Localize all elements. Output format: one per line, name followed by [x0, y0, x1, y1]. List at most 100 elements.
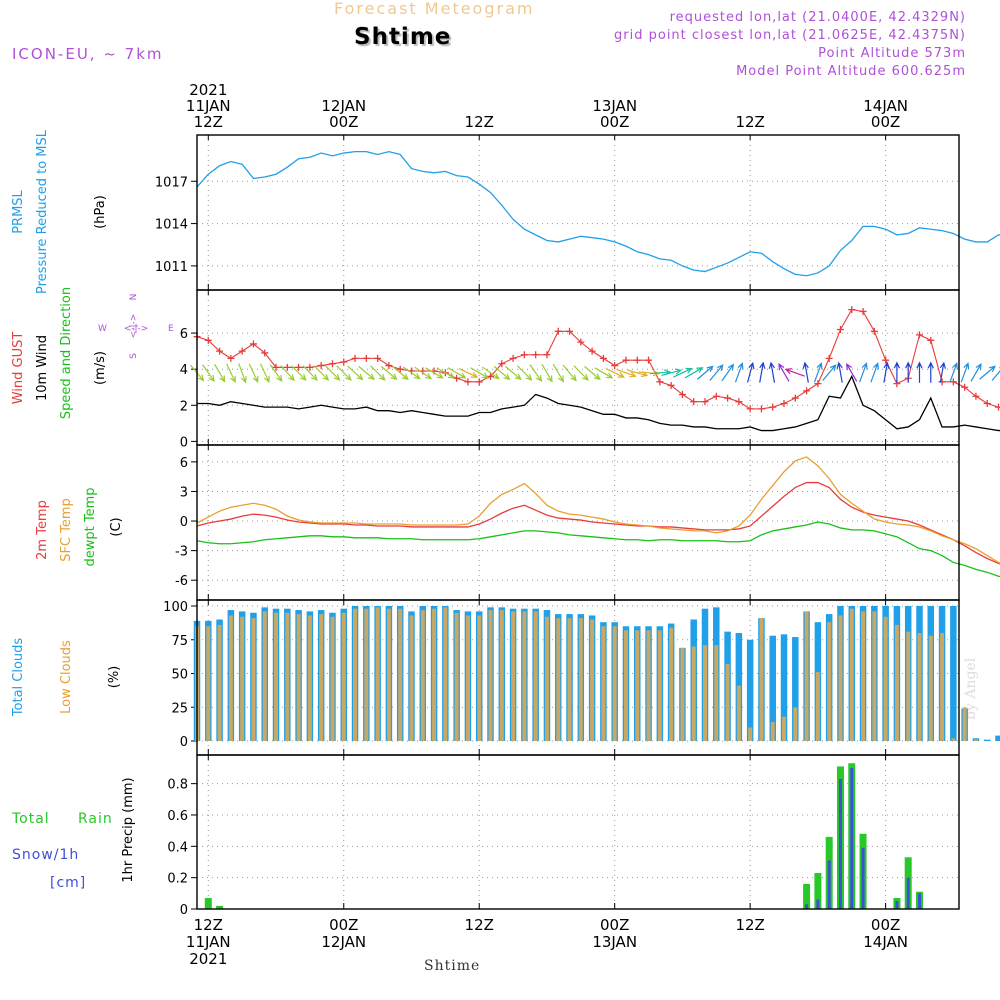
low-cloud-bar — [443, 607, 448, 741]
rain-bar — [216, 905, 224, 909]
low-cloud-bar — [432, 608, 437, 741]
gust-marker — [554, 327, 562, 335]
low-cloud-bar — [386, 608, 391, 741]
gust-marker — [283, 363, 291, 371]
series-line-sfc-temp — [196, 456, 1000, 564]
sfc-temp-label: SFC Temp — [59, 498, 74, 562]
y-tick-label: 25 — [171, 701, 188, 716]
y-tick-label: 0 — [180, 435, 188, 450]
wind-arrow — [960, 362, 970, 383]
temp-unit: (C) — [109, 517, 124, 536]
gust-marker — [848, 306, 856, 314]
low-cloud-bar — [725, 664, 730, 741]
rain-bar — [204, 898, 212, 909]
snow-bar — [906, 877, 910, 909]
wind-dir-label: Speed and Direction — [59, 287, 74, 419]
wind-arrow — [721, 363, 735, 382]
top-time-label: 00Z — [871, 113, 900, 131]
rain-bar — [814, 872, 822, 909]
low-cloud-bar — [601, 626, 606, 741]
wind-arrow — [447, 367, 467, 379]
wind-arrow — [552, 363, 564, 383]
wind-arrow — [979, 365, 996, 380]
wind-arrow — [259, 363, 270, 384]
gust-marker — [712, 392, 720, 400]
gust-marker — [611, 362, 619, 370]
wind-arrow — [673, 367, 693, 378]
gust-marker — [667, 381, 675, 389]
low-cloud-bar — [262, 611, 267, 741]
bottom-time-label: 12Z — [735, 916, 764, 934]
gust-marker — [803, 387, 811, 395]
low-cloud-bar — [319, 614, 324, 741]
wind-arrow — [939, 361, 947, 383]
snow-bar — [895, 901, 899, 909]
station-name: Shtime — [354, 24, 452, 50]
wind-arrow — [529, 364, 543, 383]
low-cloud-bar — [556, 618, 561, 741]
gust-marker — [238, 347, 246, 355]
panel-wind: 0 2 4 6 — [180, 289, 1000, 450]
gust-marker — [227, 354, 235, 362]
wind-arrow — [436, 367, 456, 379]
model-label: ICON-EU, ~ 7km — [12, 45, 164, 63]
gust-marker — [261, 349, 269, 357]
wind-arrow — [734, 362, 744, 383]
low-cloud-bar — [511, 611, 516, 741]
panel-precip: 0 0.2 0.4 0.6 0.8 — [167, 754, 960, 918]
low-cloud-bar — [917, 633, 922, 741]
wind-arrow — [916, 361, 923, 383]
wind-arrow — [836, 361, 843, 383]
low-cloud-bar — [578, 618, 583, 741]
gust-marker — [927, 336, 935, 344]
bottom-time-label: 00Z — [600, 916, 629, 934]
low-clouds-label: Low Clouds — [59, 640, 74, 714]
snow-bar — [861, 847, 865, 909]
gust-line — [196, 309, 1000, 410]
compass-n: N — [129, 294, 139, 301]
low-cloud-bar — [928, 635, 933, 741]
gust-marker — [859, 307, 867, 315]
wind-arrow — [313, 365, 330, 381]
low-cloud-bar — [623, 630, 628, 741]
low-cloud-bar — [251, 618, 256, 741]
wind-arrow — [516, 365, 533, 381]
y-tick-label: 2 — [180, 399, 188, 414]
panel-frame — [196, 754, 960, 910]
y-tick-label: 6 — [180, 456, 188, 471]
wind-arrow — [402, 366, 421, 380]
gust-marker — [396, 365, 404, 373]
low-cloud-bar — [296, 614, 301, 741]
y-tick-label: 50 — [171, 668, 188, 683]
dewpt-label: dewpt Temp — [83, 487, 98, 566]
total-cloud-bar — [780, 634, 788, 741]
y-tick-label: 4 — [180, 363, 188, 378]
wind-arrow — [414, 366, 433, 380]
wind-arrow — [684, 367, 704, 379]
wind-arrow — [949, 362, 958, 383]
wind-arrow — [347, 365, 364, 381]
low-cloud-bar — [759, 618, 764, 741]
low-cloud-bar — [657, 630, 662, 741]
bottom-time-label: 12Z — [465, 916, 494, 934]
y-tick-label: 6 — [180, 327, 188, 342]
low-cloud-bar — [454, 612, 459, 741]
wind-arrow — [573, 365, 589, 381]
total-cloud-bar — [950, 606, 957, 741]
wind-arrow — [291, 365, 307, 381]
wind-arrow — [627, 369, 649, 378]
gust-marker — [509, 354, 517, 362]
low-cloud-bar — [353, 608, 358, 741]
pressure-unit: (hPa) — [93, 195, 108, 229]
gust-marker — [814, 380, 822, 388]
bottom-time-label: 00Z — [871, 916, 900, 934]
panel-frame — [196, 134, 960, 291]
rain-bar — [803, 883, 811, 909]
gust-marker — [204, 336, 212, 344]
gust-marker — [351, 354, 359, 362]
wind-arrow — [562, 364, 577, 382]
low-cloud-bar — [894, 624, 899, 741]
wind-arrow — [802, 361, 809, 383]
gust-marker — [791, 394, 799, 402]
low-cloud-bar — [669, 627, 674, 741]
